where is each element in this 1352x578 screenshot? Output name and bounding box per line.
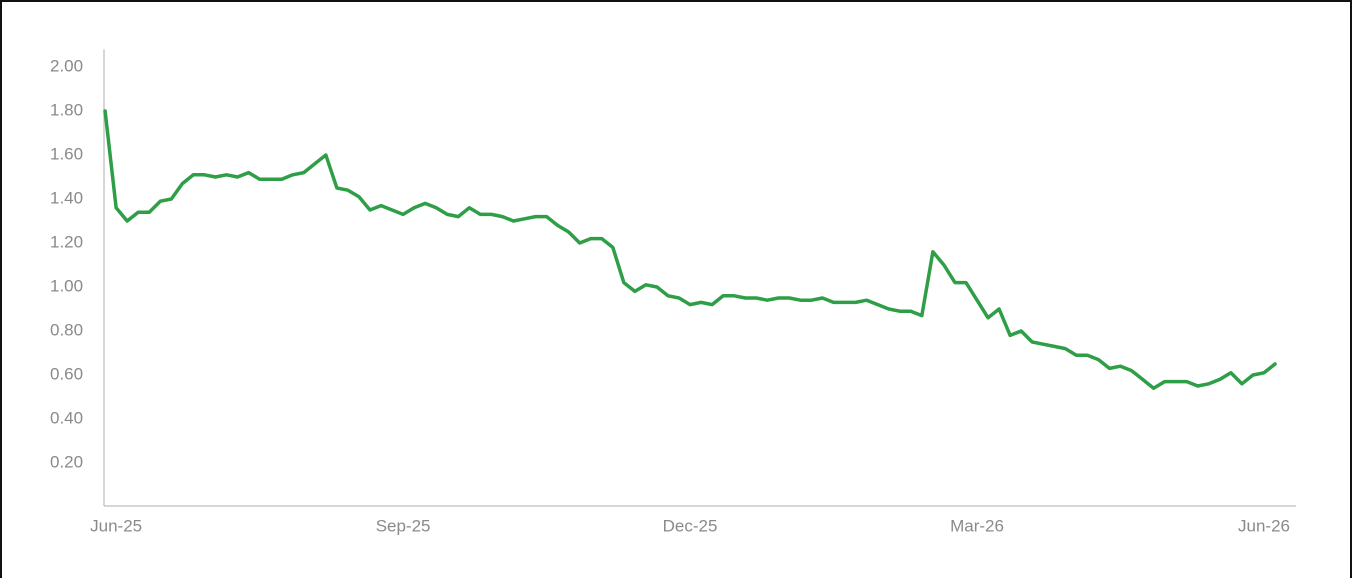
y-tick-label: 0.40 <box>50 408 83 427</box>
y-tick-label: 1.40 <box>50 188 83 207</box>
y-tick-label: 0.20 <box>50 452 83 471</box>
y-tick-label: 1.20 <box>50 232 83 251</box>
price-line <box>103 109 1277 390</box>
x-tick-label: Dec-25 <box>663 516 718 535</box>
x-tick-label: Jun-26 <box>1238 516 1290 535</box>
y-tick-label: 1.80 <box>50 100 83 119</box>
x-tick-label: Mar-26 <box>950 516 1004 535</box>
y-tick-label: 0.80 <box>50 320 83 339</box>
y-tick-label: 2.00 <box>50 56 83 75</box>
y-tick-label: 1.60 <box>50 144 83 163</box>
x-tick-label: Sep-25 <box>376 516 431 535</box>
x-tick-label: Jun-25 <box>90 516 142 535</box>
y-tick-label: 0.60 <box>50 364 83 383</box>
y-tick-label: 1.00 <box>50 276 83 295</box>
